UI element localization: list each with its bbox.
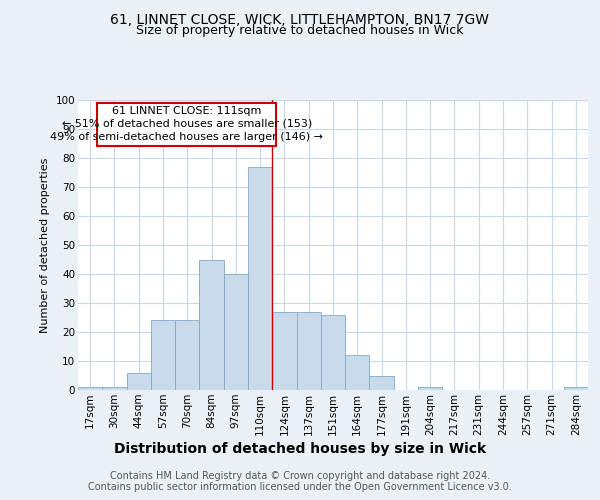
Bar [78,387,102,390]
Bar [248,166,272,390]
Bar [345,355,370,390]
Text: Contains HM Land Registry data © Crown copyright and database right 2024.: Contains HM Land Registry data © Crown c… [110,471,490,481]
Bar [321,314,345,390]
Bar [175,320,199,390]
Bar [199,260,224,390]
Text: Distribution of detached houses by size in Wick: Distribution of detached houses by size … [114,442,486,456]
Text: Size of property relative to detached houses in Wick: Size of property relative to detached ho… [136,24,464,37]
Bar [151,320,175,390]
Bar [370,376,394,390]
Text: 61 LINNET CLOSE: 111sqm: 61 LINNET CLOSE: 111sqm [112,106,262,116]
Bar [564,387,588,390]
FancyBboxPatch shape [97,103,276,146]
Y-axis label: Number of detached properties: Number of detached properties [40,158,50,332]
Bar [224,274,248,390]
Bar [102,387,127,390]
Text: Contains public sector information licensed under the Open Government Licence v3: Contains public sector information licen… [88,482,512,492]
Bar [418,387,442,390]
Text: 61, LINNET CLOSE, WICK, LITTLEHAMPTON, BN17 7GW: 61, LINNET CLOSE, WICK, LITTLEHAMPTON, B… [110,12,490,26]
Bar [296,312,321,390]
Text: ← 51% of detached houses are smaller (153): ← 51% of detached houses are smaller (15… [62,119,312,129]
Text: 49% of semi-detached houses are larger (146) →: 49% of semi-detached houses are larger (… [50,132,323,142]
Bar [127,372,151,390]
Bar [272,312,296,390]
